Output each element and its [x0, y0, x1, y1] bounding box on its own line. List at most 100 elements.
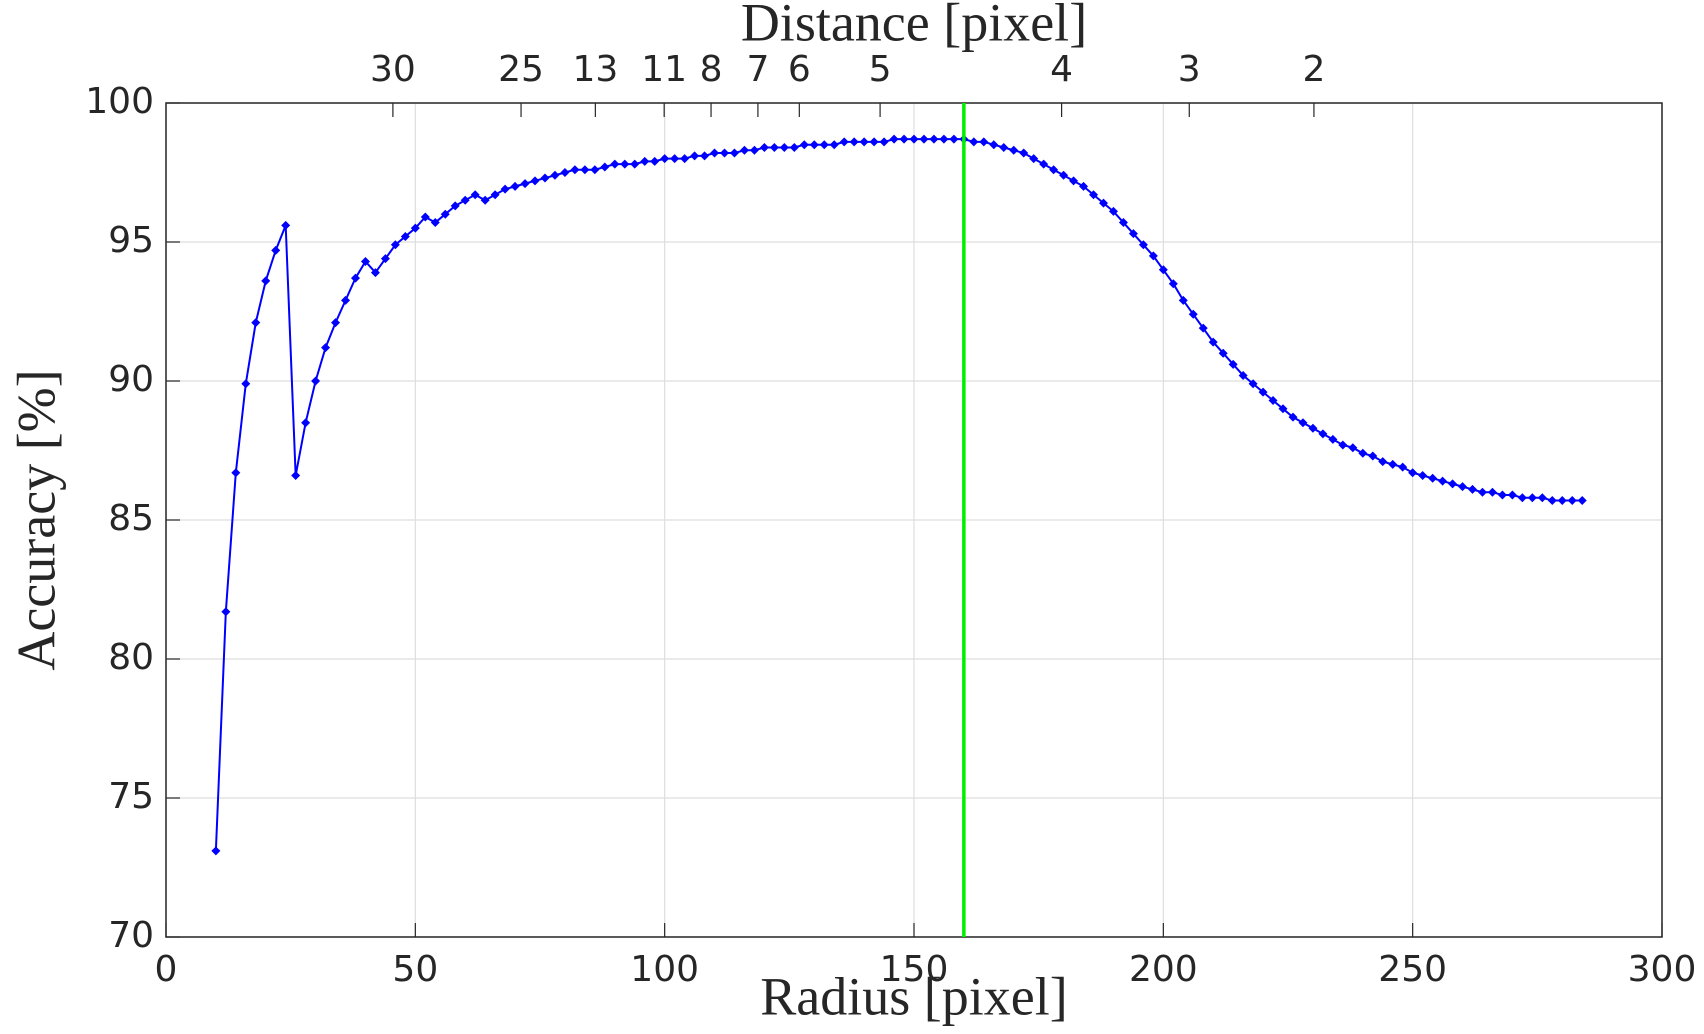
- data-point: [321, 343, 331, 353]
- y-tick-label: 80: [108, 637, 154, 678]
- data-point: [859, 137, 869, 147]
- data-point: [1298, 418, 1308, 428]
- data-point: [720, 148, 730, 158]
- data-point: [420, 212, 430, 222]
- data-point: [1029, 154, 1039, 164]
- data-point: [1158, 265, 1168, 275]
- y-tick-label: 90: [108, 359, 154, 400]
- x-tick-label: 200: [1129, 949, 1198, 990]
- data-point: [1398, 462, 1408, 472]
- data-point: [769, 142, 779, 152]
- data-point: [350, 273, 360, 283]
- data-point: [470, 190, 480, 200]
- data-point: [1507, 490, 1517, 500]
- data-point: [660, 154, 670, 164]
- x-tick-label: 100: [630, 949, 699, 990]
- data-point: [1537, 493, 1547, 503]
- data-point: [1268, 395, 1278, 405]
- data-point: [1348, 443, 1358, 453]
- data-point: [1108, 206, 1118, 216]
- data-point: [410, 223, 420, 233]
- data-point: [281, 220, 291, 230]
- data-point: [1278, 404, 1288, 414]
- data-point: [1368, 451, 1378, 461]
- data-point: [1458, 482, 1468, 492]
- data-point: [779, 142, 789, 152]
- data-point: [590, 165, 600, 175]
- data-point: [1487, 487, 1497, 497]
- data-point: [221, 607, 231, 617]
- data-point: [1248, 379, 1258, 389]
- x-axis-label: Radius [pixel]: [760, 966, 1067, 1026]
- data-point: [1138, 240, 1148, 250]
- data-point: [560, 168, 570, 177]
- data-point: [1288, 412, 1298, 422]
- top-tick-label: 5: [869, 49, 892, 90]
- data-point: [1069, 176, 1079, 186]
- data-point: [1039, 159, 1049, 169]
- data-point: [889, 134, 899, 144]
- data-point: [1328, 434, 1338, 444]
- data-point: [600, 162, 610, 172]
- data-point: [370, 268, 380, 278]
- data-point: [1049, 165, 1059, 175]
- y-axis-label: Accuracy [%]: [6, 369, 66, 670]
- data-point: [759, 142, 769, 152]
- data-point: [969, 137, 979, 147]
- data-point: [271, 245, 281, 255]
- data-point: [1567, 496, 1577, 506]
- data-point: [1218, 348, 1228, 358]
- data-point: [1318, 429, 1328, 439]
- data-point: [670, 154, 680, 164]
- data-point: [251, 318, 261, 328]
- data-point: [1408, 468, 1418, 478]
- top-tick-label: 6: [788, 49, 811, 90]
- data-point: [430, 218, 440, 228]
- data-point: [809, 140, 819, 150]
- data-point: [480, 195, 490, 205]
- data-point: [839, 137, 849, 147]
- data-point: [490, 190, 500, 200]
- data-point: [360, 256, 370, 266]
- data-point: [1547, 496, 1557, 506]
- data-point: [849, 137, 859, 147]
- data-point: [400, 231, 410, 241]
- data-point: [949, 134, 959, 144]
- top-tick-label: 2: [1302, 49, 1325, 90]
- data-point: [1148, 251, 1158, 261]
- data-point: [879, 137, 889, 147]
- top-tick-label: 30: [370, 49, 416, 90]
- data-point: [1477, 487, 1487, 497]
- top-tick-label: 8: [700, 49, 723, 90]
- y-tick-label: 85: [108, 498, 154, 539]
- data-point: [1308, 423, 1318, 433]
- data-point: [1468, 484, 1478, 494]
- data-point: [1497, 490, 1507, 500]
- x-tick-label: 300: [1628, 949, 1697, 990]
- data-point: [799, 140, 809, 150]
- data-point: [241, 379, 251, 389]
- data-point: [1178, 295, 1188, 305]
- data-point: [919, 134, 929, 144]
- data-point: [819, 140, 829, 150]
- data-point: [1089, 190, 1099, 200]
- data-point: [301, 418, 311, 428]
- plot-border: [165, 102, 1663, 938]
- data-point: [1448, 479, 1458, 489]
- data-point: [450, 201, 460, 211]
- data-point: [460, 195, 470, 205]
- data-point: [630, 159, 640, 169]
- y-tick-label: 95: [108, 220, 154, 261]
- x-tick-label: 0: [155, 949, 178, 990]
- data-point: [1418, 471, 1428, 481]
- data-point: [1338, 440, 1348, 450]
- data-point: [390, 240, 400, 250]
- data-point: [680, 154, 690, 164]
- data-point: [620, 159, 630, 169]
- y-tick-label: 70: [108, 915, 154, 956]
- top-tick-label: 7: [746, 49, 769, 90]
- top-axis-label: Distance [pixel]: [741, 0, 1087, 52]
- data-point: [1128, 229, 1138, 239]
- x-tick-label: 50: [392, 949, 438, 990]
